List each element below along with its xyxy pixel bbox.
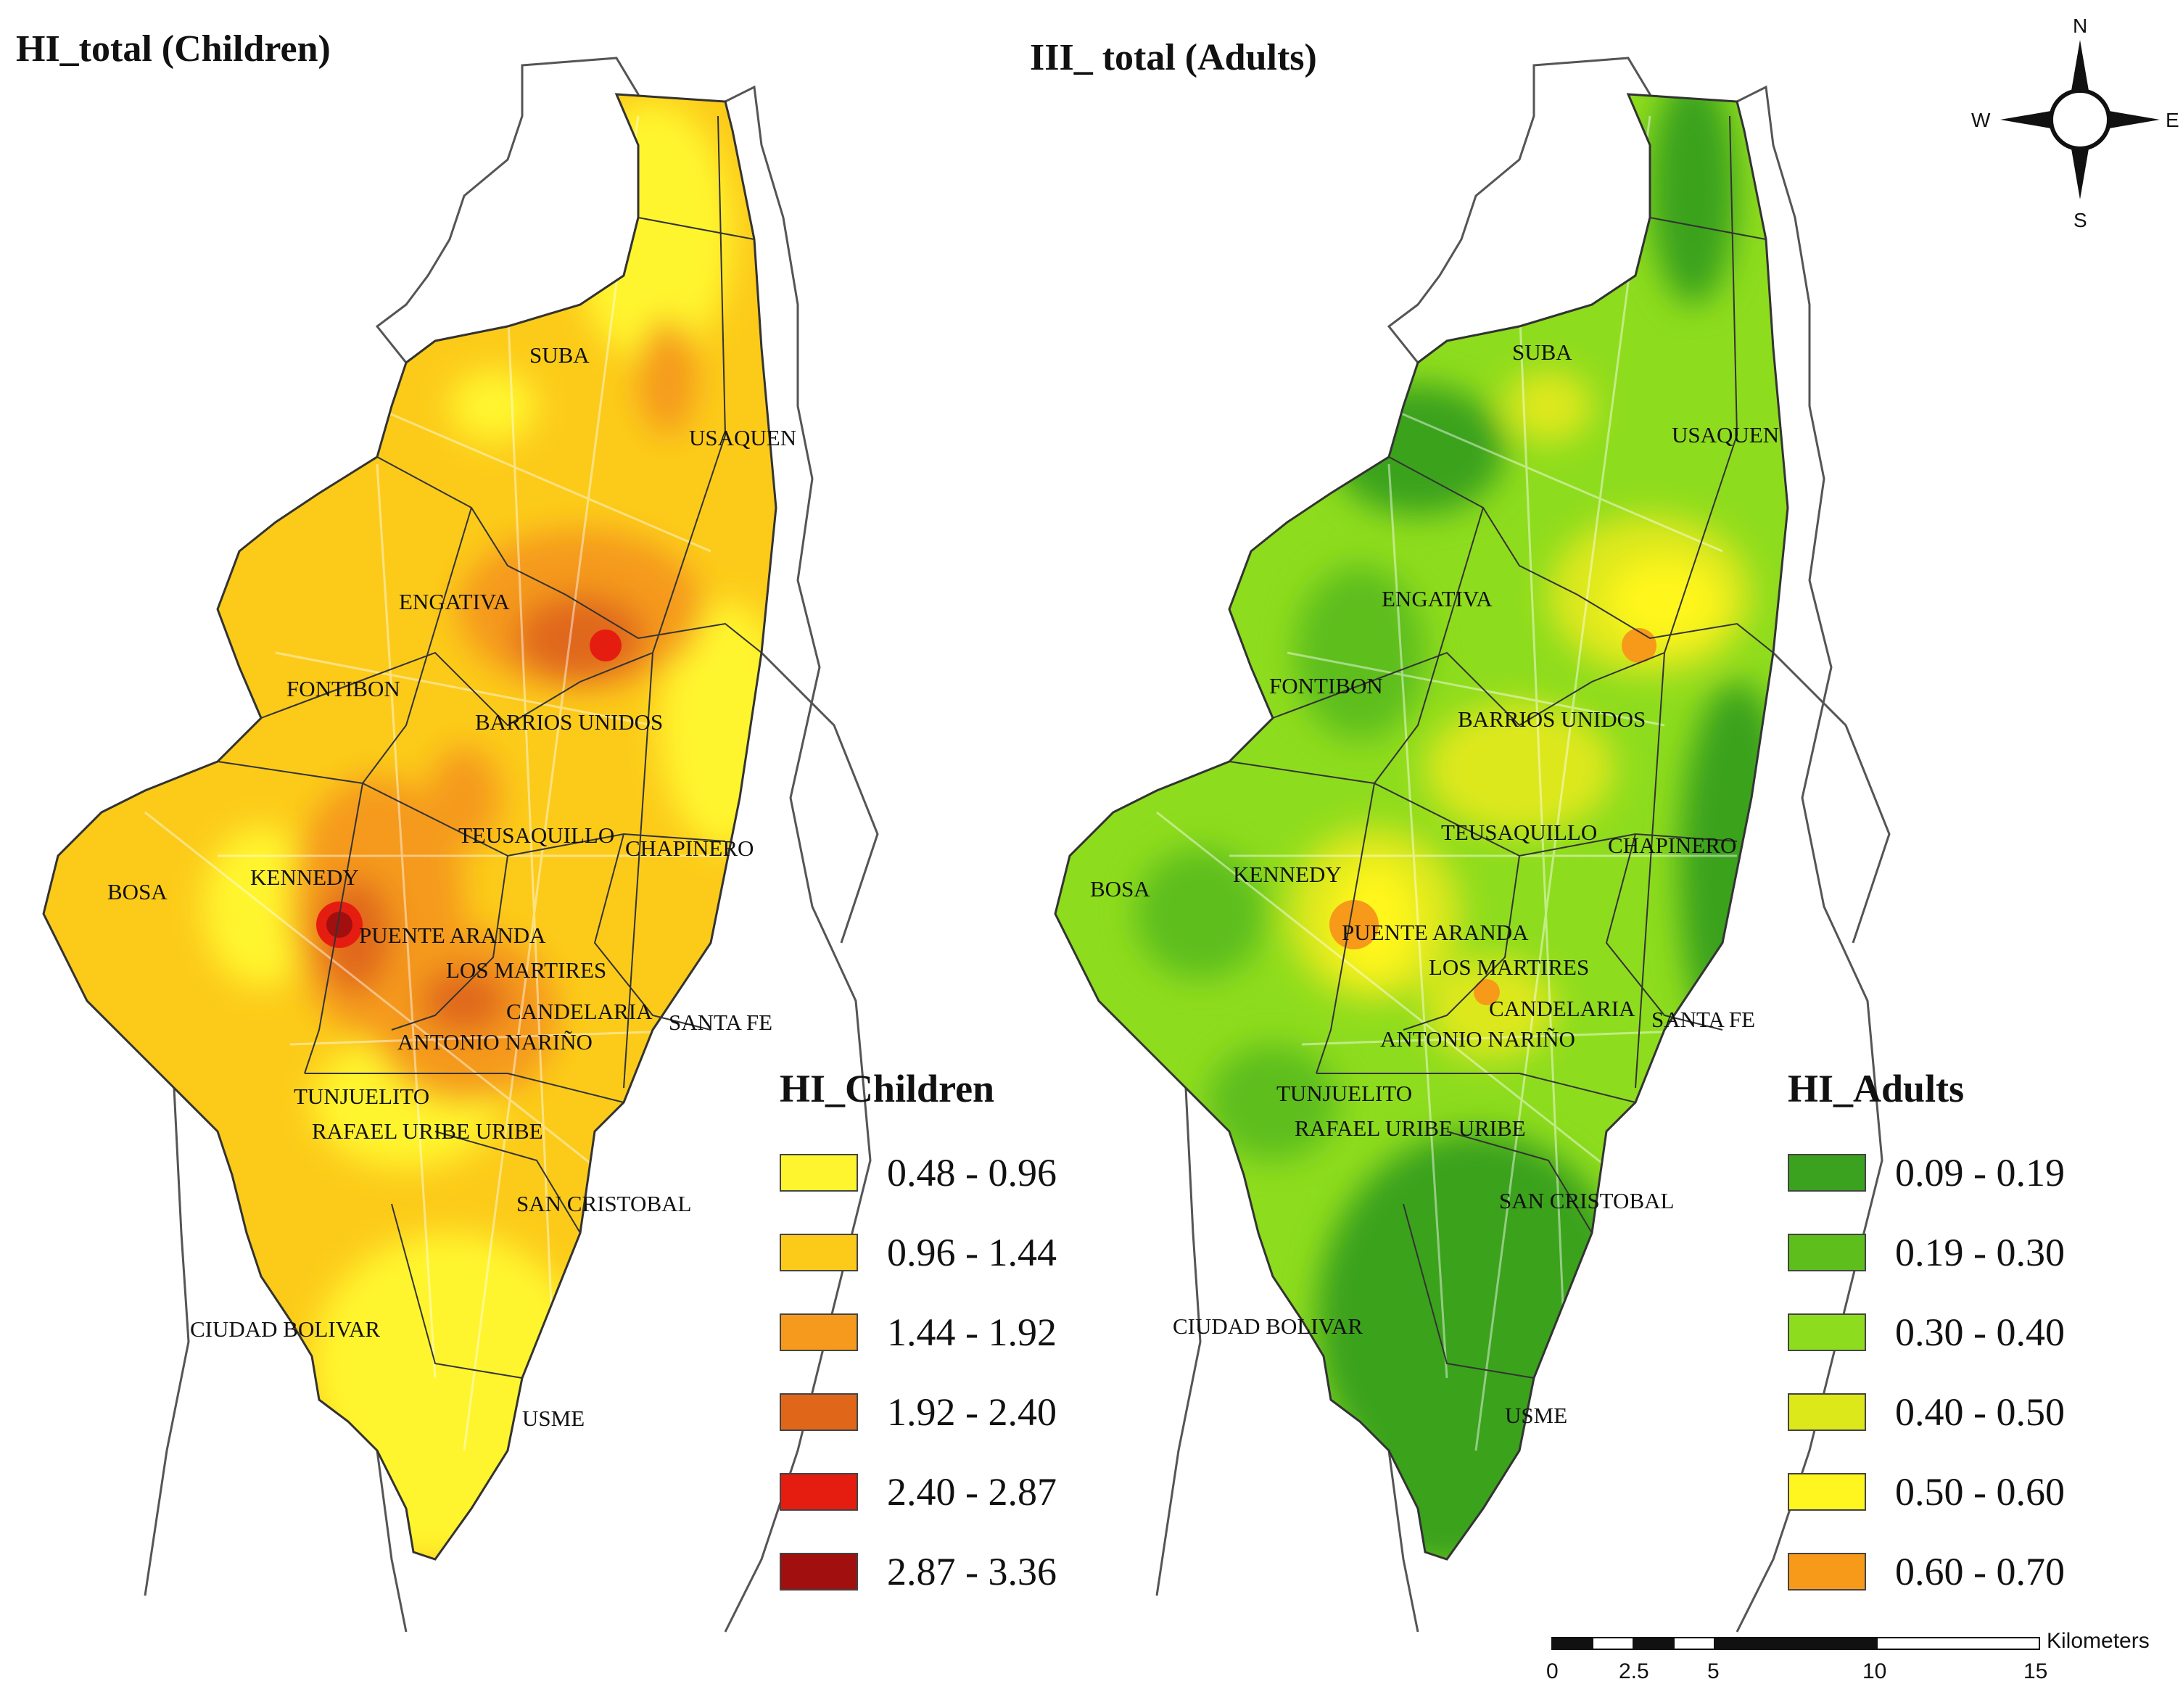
district-label-barrios-unidos: BARRIOS UNIDOS [475,709,663,735]
children-district-labels: SUBA USAQUEN ENGATIVA FONTIBON BARRIOS U… [107,342,796,1431]
district-label-usme: USME [522,1406,585,1431]
adults-legend-row: 0.50 - 0.60 [1788,1452,2065,1532]
scale-bar: 0 2.5 5 10 15 Kilometers [1546,1629,2150,1683]
district-label-suba: SUBA [1512,339,1572,365]
adults-legend-title: HI_Adults [1788,1067,1965,1110]
district-label-fontibon: FONTIBON [286,676,400,701]
district-label-ciudad-bolivar: CIUDAD BOLIVAR [1173,1313,1363,1339]
district-label-engativa: ENGATIVA [399,589,510,614]
children-legend-row: 2.40 - 2.87 [780,1452,1057,1532]
district-label-engativa: ENGATIVA [1382,586,1493,611]
children-legend-row: 1.44 - 1.92 [780,1292,1057,1372]
district-label-los-martires: LOS MARTIRES [1429,954,1589,980]
district-label-ciudad-bolivar: CIUDAD BOLIVAR [190,1316,380,1342]
adults-legend-swatch [1788,1393,1866,1431]
adults-legend-swatch [1788,1234,1866,1271]
children-map-title: HI_total (Children) [16,28,331,70]
children-district-boundaries [42,93,777,1561]
compass-east-label: E [2166,109,2179,131]
adults-legend-range: 0.50 - 0.60 [1895,1470,2065,1514]
compass-north-label: N [2073,15,2087,37]
children-legend-swatch [780,1313,858,1351]
adults-legend-row: 0.40 - 0.50 [1788,1372,2065,1452]
district-label-chapinero: CHAPINERO [1608,833,1736,858]
district-label-rafael-uribe-uribe: RAFAEL URIBE URIBE [1295,1115,1526,1141]
adults-legend-swatch [1788,1553,1866,1591]
adults-legend-range: 0.30 - 0.40 [1895,1311,2065,1354]
adults-map-title: III_ total (Adults) [1030,37,1317,78]
children-legend-row: 1.92 - 2.40 [780,1372,1057,1452]
scale-unit-label: Kilometers [2047,1629,2150,1653]
district-label-antonio-narino: ANTONIO NARIÑO [1380,1026,1575,1052]
children-legend-swatch [780,1234,858,1271]
children-legend-range: 2.87 - 3.36 [887,1550,1057,1593]
children-legend-swatch [780,1473,858,1511]
children-legend-row: 2.87 - 3.36 [780,1532,1057,1612]
district-label-teusaquillo: TEUSAQUILLO [1441,820,1597,845]
adults-legend-range: 0.19 - 0.30 [1895,1231,2065,1274]
district-label-chapinero: CHAPINERO [625,836,754,861]
district-label-barrios-unidos: BARRIOS UNIDOS [1458,706,1646,732]
adults-legend-row: 0.60 - 0.70 [1788,1532,2065,1612]
adults-legend-row: 0.30 - 0.40 [1788,1292,2065,1372]
district-label-teusaquillo: TEUSAQUILLO [458,822,614,848]
district-label-usaquen: USAQUEN [689,425,796,450]
children-legend-swatch [780,1154,858,1192]
adults-legend: HI_Adults 0.09 - 0.19 0.19 - 0.30 0.30 - 0… [1788,1066,2065,1612]
district-label-santa-fe: SANTA FE [669,1010,772,1035]
district-label-bosa: BOSA [1090,876,1150,902]
district-label-rafael-uribe-uribe: RAFAEL URIBE URIBE [312,1118,543,1144]
adults-legend-range: 0.09 - 0.19 [1895,1151,2065,1195]
scale-tick-5: 5 [1707,1659,1720,1683]
district-label-santa-fe: SANTA FE [1651,1007,1755,1032]
children-legend-row: 0.48 - 0.96 [780,1133,1057,1213]
district-label-san-cristobal: SAN CRISTOBAL [1499,1188,1674,1213]
children-legend-row: 0.96 - 1.44 [780,1213,1057,1292]
district-label-tunjuelito: TUNJUELITO [1276,1081,1412,1106]
children-legend-title: HI_Children [780,1067,995,1110]
compass-west-label: W [1971,109,1991,131]
adults-legend-swatch [1788,1473,1866,1511]
adults-legend-row: 0.09 - 0.19 [1788,1133,2065,1213]
adults-district-boundaries [1054,93,1789,1561]
district-label-bosa: BOSA [107,879,168,904]
adults-district-labels: SUBA USAQUEN ENGATIVA FONTIBON BARRIOS U… [1090,339,1779,1428]
adults-legend-row: 0.19 - 0.30 [1788,1213,2065,1292]
children-legend: HI_Children 0.48 - 0.96 0.96 - 1.44 1.44 -… [780,1066,1057,1612]
adults-legend-swatch [1788,1154,1866,1192]
children-legend-range: 1.44 - 1.92 [887,1311,1057,1354]
children-legend-swatch [780,1393,858,1431]
scale-tick-2-5: 2.5 [1619,1659,1649,1683]
adults-legend-range: 0.60 - 0.70 [1895,1550,2065,1593]
district-label-san-cristobal: SAN CRISTOBAL [516,1191,691,1216]
district-label-antonio-narino: ANTONIO NARIÑO [397,1029,593,1055]
children-legend-range: 2.40 - 2.87 [887,1470,1057,1514]
compass-south-label: S [2073,209,2087,231]
north-arrow-icon: N S E W [1971,15,2179,231]
district-label-usaquen: USAQUEN [1672,422,1779,447]
children-legend-swatch [780,1553,858,1591]
children-legend-range: 1.92 - 2.40 [887,1390,1057,1434]
district-label-candelaria: CANDELARIA [1489,996,1635,1021]
children-legend-range: 0.96 - 1.44 [887,1231,1057,1274]
adults-legend-swatch [1788,1313,1866,1351]
scale-tick-15: 15 [2023,1659,2047,1683]
children-legend-range: 0.48 - 0.96 [887,1151,1057,1195]
district-label-los-martires: LOS MARTIRES [446,957,606,983]
district-label-kennedy: KENNEDY [250,865,359,890]
district-label-candelaria: CANDELARIA [506,999,653,1024]
scale-tick-0: 0 [1546,1659,1559,1683]
district-label-puente-aranda: PUENTE ARANDA [1342,920,1529,945]
district-label-tunjuelito: TUNJUELITO [294,1084,429,1109]
adults-legend-range: 0.40 - 0.50 [1895,1390,2065,1434]
district-label-usme: USME [1505,1403,1567,1428]
district-label-fontibon: FONTIBON [1269,673,1383,698]
district-label-kennedy: KENNEDY [1233,862,1342,887]
district-label-suba: SUBA [529,342,590,368]
scale-tick-10: 10 [1862,1659,1886,1683]
district-label-puente-aranda: PUENTE ARANDA [359,923,546,948]
